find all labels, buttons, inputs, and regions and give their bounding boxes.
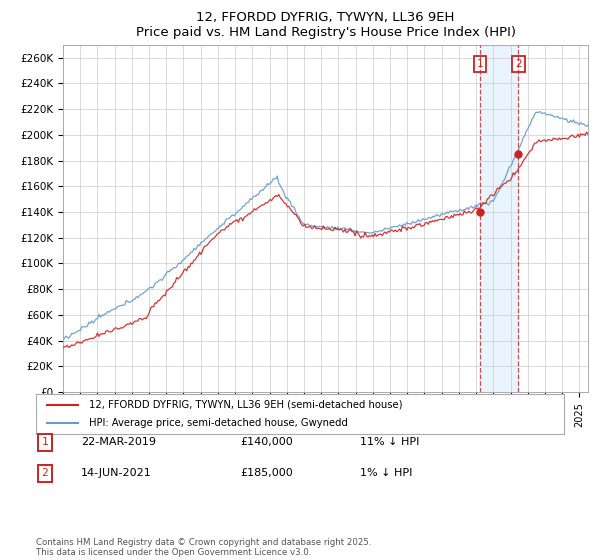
Bar [480, 45, 518, 392]
Text: £185,000: £185,000 [240, 468, 293, 478]
Text: 12, FFORDD DYFRIG, TYWYN, LL36 9EH (semi-detached house): 12, FFORDD DYFRIG, TYWYN, LL36 9EH (semi… [89, 400, 403, 410]
Text: 2: 2 [515, 59, 521, 69]
Text: 11% ↓ HPI: 11% ↓ HPI [360, 437, 419, 447]
Text: Contains HM Land Registry data © Crown copyright and database right 2025.
This d: Contains HM Land Registry data © Crown c… [36, 538, 371, 557]
Text: 1: 1 [41, 437, 49, 447]
Text: £140,000: £140,000 [240, 437, 293, 447]
Text: 1: 1 [476, 59, 483, 69]
Text: 1% ↓ HPI: 1% ↓ HPI [360, 468, 412, 478]
Text: 2: 2 [41, 468, 49, 478]
Text: HPI: Average price, semi-detached house, Gwynedd: HPI: Average price, semi-detached house,… [89, 418, 347, 428]
Text: 14-JUN-2021: 14-JUN-2021 [81, 468, 152, 478]
Title: 12, FFORDD DYFRIG, TYWYN, LL36 9EH
Price paid vs. HM Land Registry's House Price: 12, FFORDD DYFRIG, TYWYN, LL36 9EH Price… [136, 11, 515, 39]
Text: 22-MAR-2019: 22-MAR-2019 [81, 437, 156, 447]
